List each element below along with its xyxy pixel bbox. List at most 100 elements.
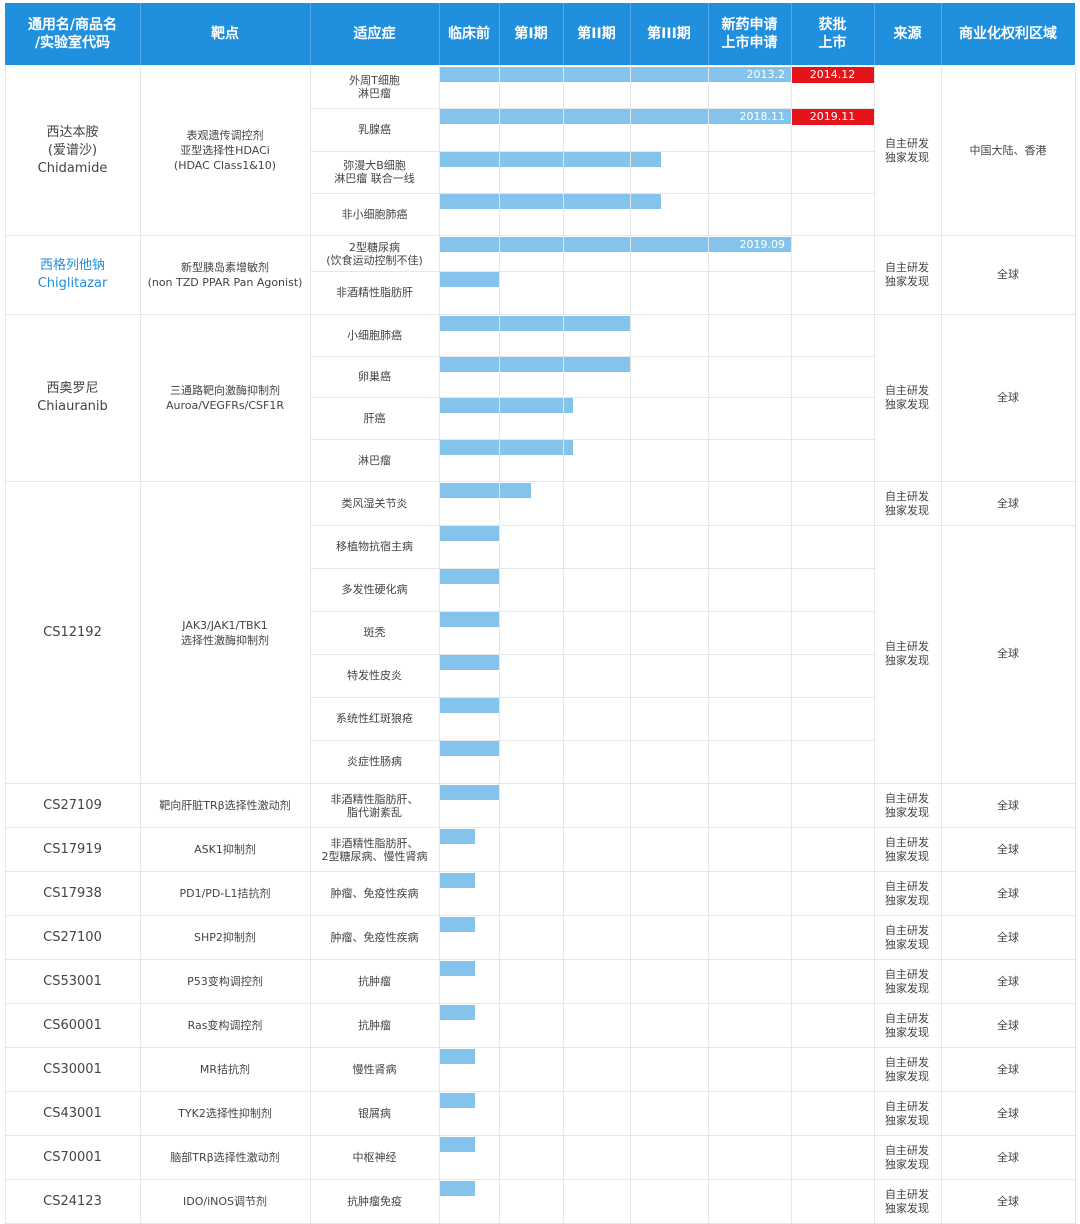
row-divider xyxy=(310,439,874,440)
column-header: 临床前 xyxy=(448,26,490,42)
column-header: 获批 上市 xyxy=(818,17,847,51)
region-cell: 全球 xyxy=(997,798,1019,812)
column-header: 适应症 xyxy=(353,26,396,42)
column-divider xyxy=(874,66,875,1224)
indication-cell: 系统性红斑狼疮 xyxy=(336,712,413,725)
region-cell: 全球 xyxy=(997,496,1019,510)
drug-name: CS60001 xyxy=(43,1017,102,1033)
source-cell: 自主研发 独家发现 xyxy=(885,640,929,667)
column-divider xyxy=(310,66,311,1224)
region-cell: 全球 xyxy=(997,930,1019,944)
drug-name: CS17919 xyxy=(43,841,102,857)
indication-cell: 斑秃 xyxy=(363,626,386,639)
column-divider xyxy=(439,66,440,1224)
row-divider xyxy=(310,568,874,569)
drug-target: ASK1抑制剂 xyxy=(194,843,256,856)
region-cell: 全球 xyxy=(997,842,1019,856)
group-divider xyxy=(5,1179,1075,1180)
drug-target: MR拮抗剂 xyxy=(199,1063,251,1076)
drug-name: 西达本胺 (爱谱沙) Chidamide xyxy=(37,124,108,176)
progress-bar xyxy=(439,961,475,976)
progress-bar xyxy=(439,785,499,800)
drug-target: 脑部TRβ选择性激动剂 xyxy=(170,1151,280,1164)
indication-cell: 移植物抗宿主病 xyxy=(336,540,413,553)
row-divider xyxy=(310,356,874,357)
indication-cell: 中枢神经 xyxy=(352,1151,397,1164)
source-cell: 自主研发 独家发现 xyxy=(885,1011,929,1039)
drug-name: CS12192 xyxy=(43,624,102,640)
group-divider xyxy=(5,1091,1075,1092)
drug-target: SHP2抑制剂 xyxy=(194,931,256,944)
header-divider xyxy=(499,3,500,65)
indication-cell: 抗肿瘤 xyxy=(358,975,391,988)
column-header: 第I期 xyxy=(514,26,548,42)
progress-bar xyxy=(439,569,499,584)
column-divider xyxy=(941,66,942,1224)
region-cell: 全球 xyxy=(997,886,1019,900)
header-divider xyxy=(439,3,440,65)
indication-cell: 非酒精性脂肪肝 xyxy=(336,286,413,299)
group-divider xyxy=(5,1003,1075,1004)
progress-bar xyxy=(439,741,499,756)
column-divider xyxy=(1075,66,1076,1224)
indication-cell: 慢性肾病 xyxy=(352,1063,397,1076)
group-divider xyxy=(5,827,1075,828)
filing-date-label: 2019.09 xyxy=(739,238,786,251)
progress-bar xyxy=(439,357,630,372)
indication-cell: 肿瘤、免疫性疾病 xyxy=(330,887,419,900)
source-cell: 自主研发 独家发现 xyxy=(885,261,929,288)
indication-cell: 肿瘤、免疫性疾病 xyxy=(330,931,419,944)
header-divider xyxy=(708,3,709,65)
indication-cell: 非酒精性脂肪肝、 脂代谢紊乱 xyxy=(330,792,419,819)
header-divider xyxy=(140,3,141,65)
header-divider xyxy=(941,3,942,65)
column-header: 新药申请 上市申请 xyxy=(721,17,778,51)
indication-cell: 类风湿关节炎 xyxy=(341,497,408,510)
group-divider xyxy=(5,783,1075,784)
drug-target: PD1/PD-L1拮抗剂 xyxy=(179,887,271,900)
indication-cell: 非酒精性脂肪肝、 2型糖尿病、慢性肾病 xyxy=(321,836,428,863)
progress-bar xyxy=(439,194,662,209)
column-header: 靶点 xyxy=(211,26,239,42)
region-cell: 全球 xyxy=(997,1018,1019,1032)
column-divider xyxy=(140,66,141,1224)
approval-date-label: 2019.11 xyxy=(791,109,874,125)
group-divider xyxy=(5,871,1075,872)
header-divider xyxy=(310,3,311,65)
region-cell: 中国大陆、香港 xyxy=(969,143,1047,157)
progress-bar xyxy=(439,272,499,287)
progress-bar xyxy=(439,440,574,455)
progress-bar xyxy=(439,1137,475,1152)
row-divider xyxy=(310,611,874,612)
group-divider xyxy=(5,235,1075,236)
drug-target: IDO/iNOS调节剂 xyxy=(182,1195,267,1208)
drug-target: 三通路靶向激酶抑制剂 Auroa/VEGFRs/CSF1R xyxy=(166,384,284,412)
column-divider xyxy=(5,66,6,1224)
source-cell: 自主研发 独家发现 xyxy=(885,835,929,863)
column-header: 通用名/商品名 /实验室代码 xyxy=(27,17,118,51)
column-divider xyxy=(708,66,709,1224)
column-divider xyxy=(630,66,631,1224)
drug-target: P53变构调控剂 xyxy=(187,975,263,988)
indication-cell: 2型糖尿病 (饮食运动控制不佳) xyxy=(326,240,423,267)
header-divider xyxy=(630,3,631,65)
drug-name: CS70001 xyxy=(43,1149,102,1165)
row-divider xyxy=(310,525,874,526)
indication-cell: 抗肿瘤 xyxy=(358,1019,391,1032)
drug-name-link[interactable]: 西格列他钠 Chiglitazar xyxy=(37,258,108,291)
header-divider xyxy=(874,3,875,65)
row-divider xyxy=(310,697,874,698)
header-divider xyxy=(563,3,564,65)
progress-bar xyxy=(439,1181,475,1196)
progress-bar xyxy=(439,237,791,252)
drug-name: 西奥罗尼 Chiauranib xyxy=(37,381,108,414)
group-divider xyxy=(5,1047,1075,1048)
row-divider xyxy=(310,151,874,152)
row-divider xyxy=(310,193,874,194)
drug-name: CS53001 xyxy=(43,973,102,989)
source-cell: 自主研发 独家发现 xyxy=(885,1099,929,1127)
progress-bar xyxy=(439,698,499,713)
drug-target: 新型胰岛素增敏剂 (non TZD PPAR Pan Agonist) xyxy=(147,261,303,289)
progress-bar xyxy=(439,398,574,413)
drug-name: CS17938 xyxy=(43,885,102,901)
